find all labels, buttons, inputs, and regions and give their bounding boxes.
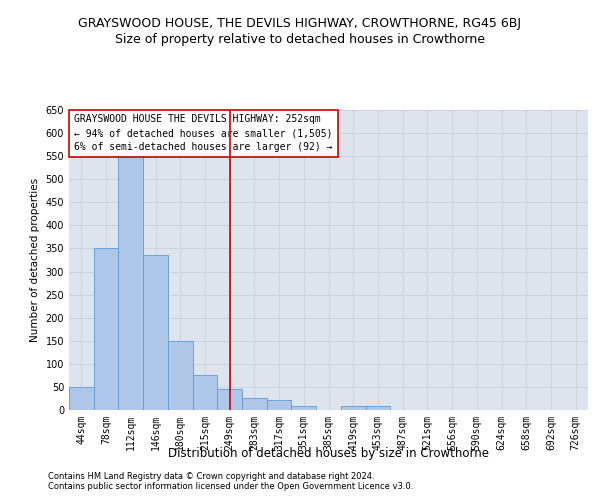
Bar bbox=[69, 387, 94, 410]
Text: Contains public sector information licensed under the Open Government Licence v3: Contains public sector information licen… bbox=[48, 482, 413, 491]
Text: Contains HM Land Registry data © Crown copyright and database right 2024.: Contains HM Land Registry data © Crown c… bbox=[48, 472, 374, 481]
Bar bbox=[292, 406, 316, 410]
Bar bbox=[118, 144, 143, 410]
Bar bbox=[365, 406, 390, 410]
Bar bbox=[242, 398, 267, 410]
Y-axis label: Number of detached properties: Number of detached properties bbox=[30, 178, 40, 342]
Bar bbox=[143, 256, 168, 410]
Bar bbox=[193, 376, 217, 410]
Bar bbox=[168, 341, 193, 410]
Text: GRAYSWOOD HOUSE THE DEVILS HIGHWAY: 252sqm
← 94% of detached houses are smaller : GRAYSWOOD HOUSE THE DEVILS HIGHWAY: 252s… bbox=[74, 114, 332, 152]
Bar bbox=[341, 406, 365, 410]
Text: Size of property relative to detached houses in Crowthorne: Size of property relative to detached ho… bbox=[115, 32, 485, 46]
Bar bbox=[267, 400, 292, 410]
Text: Distribution of detached houses by size in Crowthorne: Distribution of detached houses by size … bbox=[168, 448, 490, 460]
Bar bbox=[94, 248, 118, 410]
Text: GRAYSWOOD HOUSE, THE DEVILS HIGHWAY, CROWTHORNE, RG45 6BJ: GRAYSWOOD HOUSE, THE DEVILS HIGHWAY, CRO… bbox=[79, 18, 521, 30]
Bar bbox=[217, 389, 242, 410]
